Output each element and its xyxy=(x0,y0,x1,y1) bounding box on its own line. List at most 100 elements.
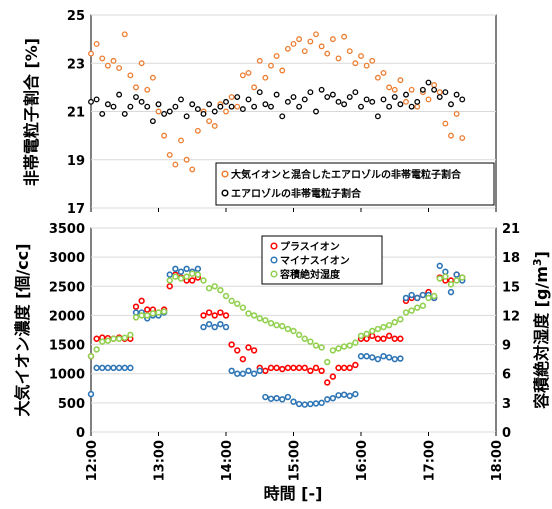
point-aerosol xyxy=(363,96,370,103)
point-aerosol xyxy=(251,103,258,110)
top-y-tick-label: 25 xyxy=(67,9,85,24)
point-minus xyxy=(262,393,269,401)
point-humidity xyxy=(127,331,134,339)
point-humidity xyxy=(352,339,359,346)
point-aerosol xyxy=(183,113,190,120)
point-aerosol xyxy=(161,110,168,117)
point-plus xyxy=(295,364,303,372)
point-mixed xyxy=(178,137,184,144)
point-humidity xyxy=(397,316,404,323)
bottom-y-tick-label: 2000 xyxy=(49,309,85,324)
point-humidity xyxy=(340,343,348,350)
point-humidity xyxy=(430,292,438,300)
point-humidity xyxy=(104,337,112,344)
point-mixed xyxy=(127,72,134,79)
point-minus xyxy=(357,353,365,360)
point-mixed xyxy=(442,120,449,127)
point-mixed xyxy=(99,55,106,62)
point-plus xyxy=(234,347,241,354)
point-minus xyxy=(228,367,235,374)
bottom-y-ticks: 0 500 1000 1500 2000 2500 3000 3500 xyxy=(49,222,85,441)
point-minus xyxy=(352,390,359,398)
top-y-tick-label: 23 xyxy=(67,57,85,72)
point-humidity xyxy=(391,319,398,326)
point-aerosol xyxy=(189,101,196,108)
y2-label-sup: 3 xyxy=(531,258,544,266)
bottom-y-tick-label: 1500 xyxy=(49,339,85,354)
point-minus xyxy=(340,391,348,398)
bottom-x-tick-label: 12:00 xyxy=(85,440,100,481)
point-humidity xyxy=(414,304,421,311)
point-humidity xyxy=(205,285,213,292)
point-mixed xyxy=(313,31,319,38)
point-mixed xyxy=(408,86,415,93)
point-minus xyxy=(279,396,286,403)
point-mixed xyxy=(166,151,173,158)
point-minus xyxy=(284,393,292,401)
bottom-x-tick-label: 14:00 xyxy=(220,440,235,481)
point-mixed xyxy=(296,36,303,43)
legend-label-humidity: 容積絶対湿度 xyxy=(279,268,341,281)
point-minus xyxy=(245,367,252,374)
legend-label-aerosol: エアロゾルの非帯電粒子割合 xyxy=(231,187,362,200)
point-humidity xyxy=(436,275,443,282)
point-mixed xyxy=(369,57,376,64)
point-humidity xyxy=(200,277,207,284)
point-minus xyxy=(250,370,258,377)
point-aerosol xyxy=(99,110,106,117)
point-aerosol xyxy=(329,91,336,98)
point-plus xyxy=(273,364,280,372)
point-aerosol xyxy=(425,79,432,86)
point-humidity xyxy=(217,286,224,294)
point-humidity xyxy=(211,283,218,290)
point-aerosol xyxy=(380,96,387,103)
point-aerosol xyxy=(414,98,421,105)
point-humidity xyxy=(115,335,123,342)
point-plus xyxy=(318,367,325,374)
point-mixed xyxy=(448,132,454,139)
point-mixed xyxy=(256,57,263,64)
point-mixed xyxy=(149,74,156,81)
point-plus xyxy=(166,283,173,290)
point-mixed xyxy=(239,72,246,79)
point-aerosol xyxy=(335,98,342,105)
point-plus xyxy=(312,364,320,372)
point-minus xyxy=(436,262,443,270)
bottom-x-tick-label: 15:00 xyxy=(288,440,303,481)
top-y-tick-label: 21 xyxy=(67,106,85,121)
point-plus xyxy=(189,277,196,284)
top-legend-box xyxy=(215,162,495,206)
point-minus xyxy=(200,323,207,331)
point-aerosol xyxy=(408,103,415,110)
point-mixed xyxy=(459,135,466,141)
point-mixed xyxy=(279,67,286,74)
point-mixed xyxy=(453,110,460,117)
point-plus xyxy=(391,335,398,342)
top-series-group xyxy=(88,31,466,173)
point-mixed xyxy=(436,89,443,96)
point-minus xyxy=(273,394,280,402)
point-aerosol xyxy=(200,110,207,117)
point-humidity xyxy=(318,344,325,351)
legend-marker-humidity xyxy=(270,270,278,278)
point-aerosol xyxy=(369,98,376,105)
point-aerosol xyxy=(403,91,409,98)
point-mixed xyxy=(110,57,117,64)
bottom-y2-ticks: 0 3 6 9 12 15 18 21 xyxy=(502,222,520,441)
point-humidity xyxy=(290,327,297,335)
bottom-y-axis-label: 大気イオン濃度 [個/cc] xyxy=(13,243,32,416)
point-aerosol xyxy=(284,98,291,105)
point-mixed xyxy=(346,48,353,55)
point-aerosol xyxy=(155,101,162,108)
point-plus xyxy=(222,312,230,319)
point-aerosol xyxy=(228,103,235,110)
point-plus xyxy=(385,332,393,340)
point-humidity xyxy=(324,358,331,366)
point-plus xyxy=(329,373,337,380)
point-aerosol xyxy=(391,94,398,100)
point-minus xyxy=(391,355,398,363)
point-plus xyxy=(93,335,100,342)
point-humidity xyxy=(239,304,247,311)
point-plus xyxy=(211,312,218,319)
